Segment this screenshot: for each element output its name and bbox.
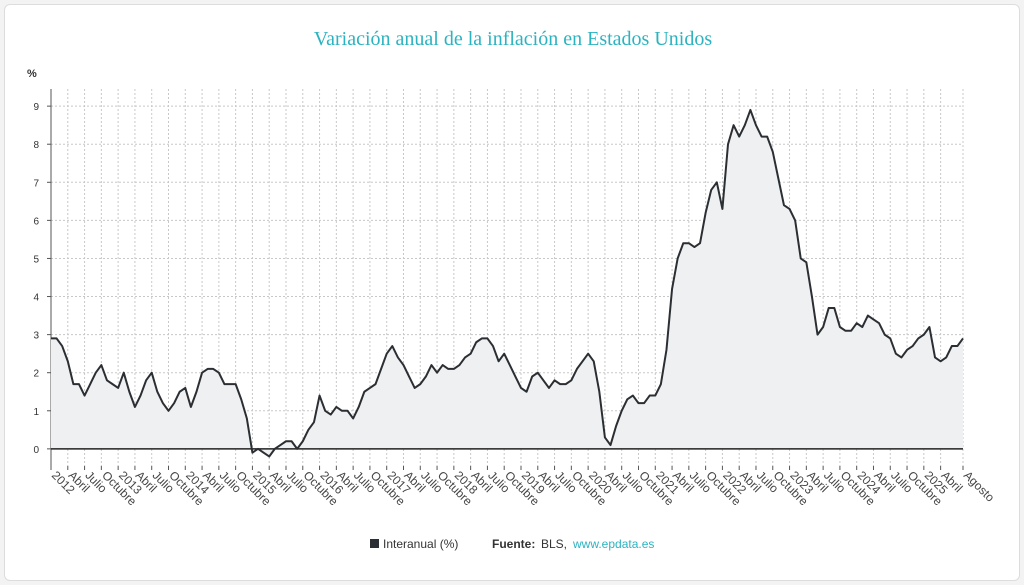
area bbox=[51, 109, 963, 457]
legend-swatch bbox=[370, 539, 379, 548]
y-tick-label: 1 bbox=[33, 407, 39, 418]
y-tick-label: 3 bbox=[33, 331, 39, 342]
y-tick-label: 5 bbox=[33, 254, 39, 265]
series-line bbox=[51, 108, 964, 458]
chart-title: Variación anual de la inflación en Estad… bbox=[314, 28, 712, 50]
y-axis-label: % bbox=[27, 68, 37, 80]
y-tick-label: 7 bbox=[33, 178, 39, 189]
y-tick-label: 0 bbox=[33, 445, 39, 456]
legend: Interanual (%) Fuente: BLS, www.epdata.e… bbox=[370, 537, 654, 551]
y-tick-label: 6 bbox=[33, 216, 39, 227]
y-tick-label: 8 bbox=[33, 140, 39, 151]
source-label: Fuente: bbox=[492, 537, 535, 551]
page-frame: Variación anual de la inflación en Estad… bbox=[4, 4, 1020, 581]
chart: Variación anual de la inflación en Estad… bbox=[27, 28, 998, 551]
y-tick-label: 2 bbox=[33, 369, 39, 380]
source-link[interactable]: www.epdata.es bbox=[572, 537, 654, 551]
legend-label: Interanual (%) bbox=[383, 537, 458, 551]
x-tick-label: Agosto bbox=[961, 468, 998, 505]
y-tick-label: 4 bbox=[33, 293, 39, 304]
y-tick-label: 9 bbox=[33, 102, 39, 113]
source-text: BLS, bbox=[541, 537, 567, 551]
